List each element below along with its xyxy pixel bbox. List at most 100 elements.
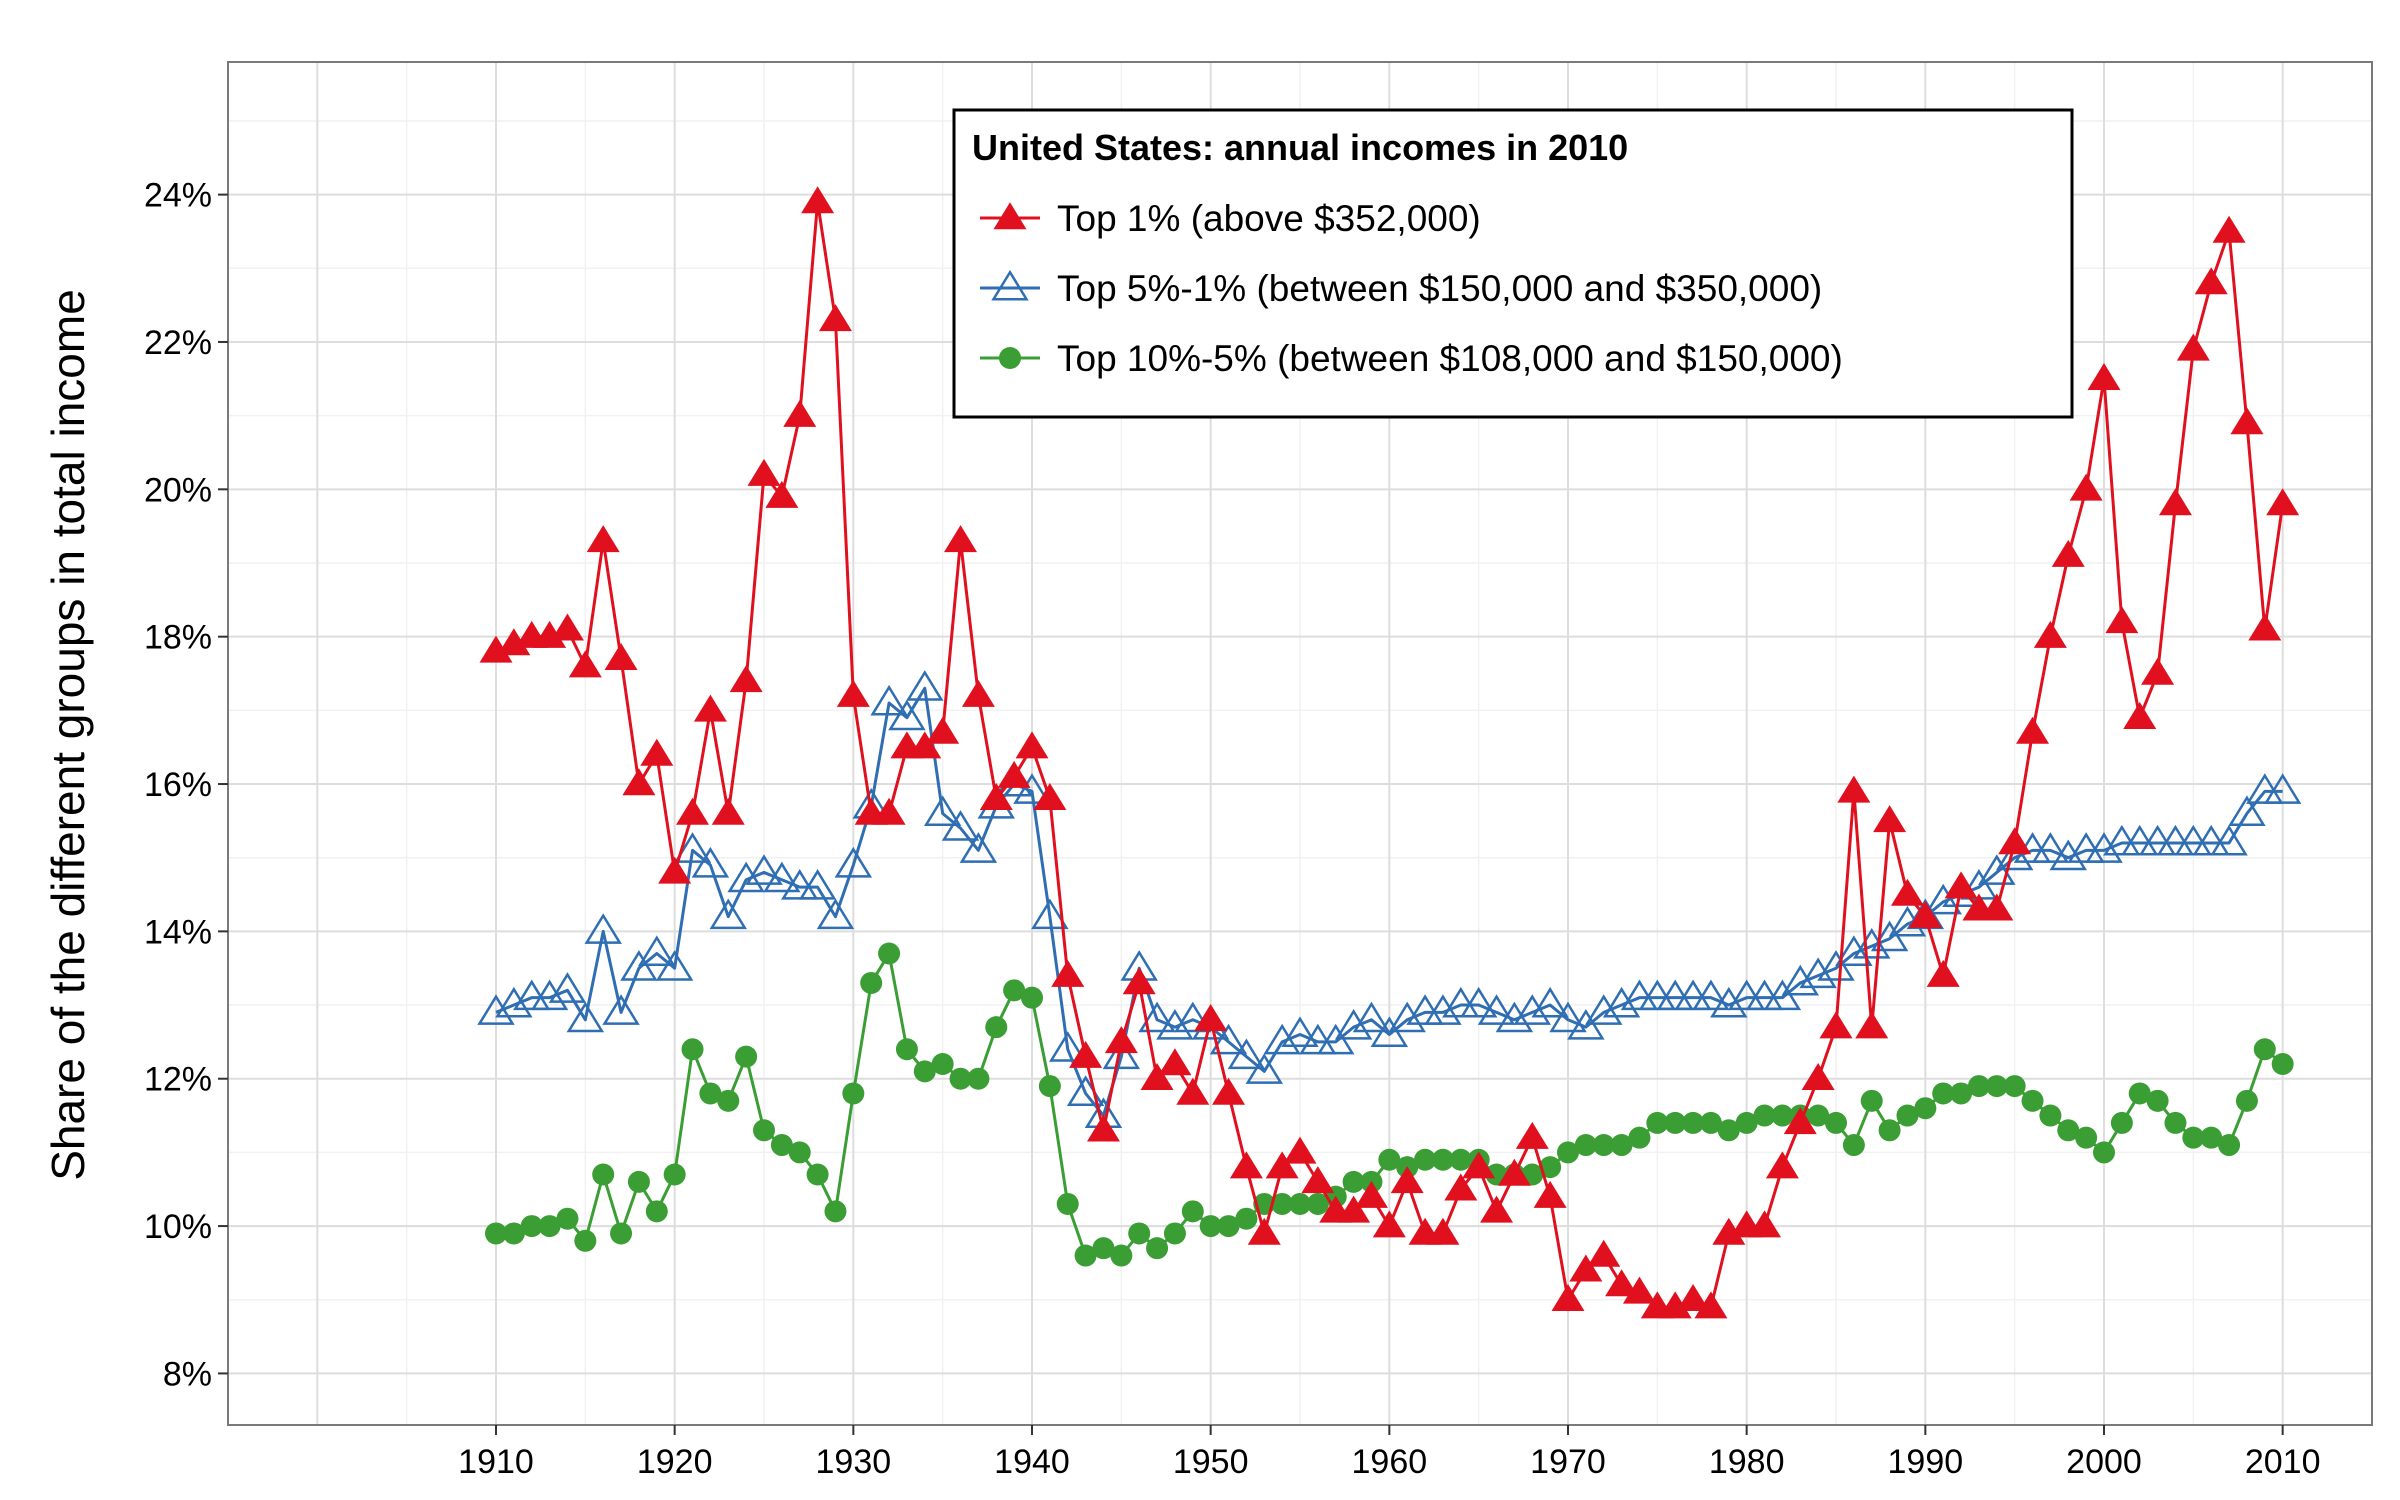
data-point <box>2087 363 2121 391</box>
data-point <box>1146 1237 1169 1260</box>
data-point <box>1605 1269 1639 1297</box>
data-point <box>763 861 801 893</box>
data-point <box>1801 1062 1835 1090</box>
data-point <box>1531 986 1569 1018</box>
data-point <box>1194 1004 1228 1032</box>
data-point <box>753 1119 775 1142</box>
data-point <box>1676 1284 1710 1312</box>
x-tick-label: 1970 <box>1530 1443 1606 1481</box>
data-point <box>747 458 781 486</box>
x-tick-label: 2000 <box>2066 1443 2142 1481</box>
data-point <box>1038 1075 1061 1098</box>
data-point <box>1163 1222 1186 1245</box>
y-tick-label: 14% <box>144 913 212 951</box>
data-point <box>1985 1075 2008 1098</box>
data-point <box>1342 1170 1365 1193</box>
data-point <box>1587 1239 1621 1267</box>
data-point <box>1462 1151 1496 1179</box>
legend-key-marker <box>999 347 1021 369</box>
x-tick-label: 1940 <box>994 1443 1070 1481</box>
data-point <box>979 783 1013 811</box>
data-point <box>1235 1207 1258 1230</box>
data-point <box>926 716 960 744</box>
data-point <box>783 399 817 427</box>
data-point <box>502 1222 525 1245</box>
data-point <box>1480 1195 1514 1223</box>
legend: United States: annual incomes in 2010 To… <box>952 108 2074 419</box>
data-point <box>2031 832 2070 863</box>
data-point <box>1926 959 1960 987</box>
data-point <box>602 994 640 1025</box>
data-point <box>1692 979 1730 1011</box>
data-point <box>1628 1126 1651 1149</box>
data-point <box>834 846 873 878</box>
data-point <box>1646 1111 1669 1134</box>
data-point <box>1873 805 1907 833</box>
data-point <box>1426 1217 1460 1245</box>
data-point <box>2176 333 2210 361</box>
data-point <box>908 731 942 759</box>
data-point <box>1549 1001 1587 1033</box>
legend-key-marker <box>991 269 1029 301</box>
data-point <box>681 1038 704 1061</box>
data-point <box>1110 1244 1133 1267</box>
data-point <box>949 1067 972 1090</box>
data-point <box>2085 832 2123 863</box>
data-point <box>888 699 926 731</box>
data-point <box>818 304 852 332</box>
y-axis-title: Share of the different groups in total i… <box>42 289 94 1181</box>
y-tick-label: 24% <box>144 177 212 215</box>
data-point <box>2263 773 2302 804</box>
data-point <box>1807 1104 1830 1127</box>
x-tick-label: 1930 <box>816 1443 892 1481</box>
series-layer <box>477 186 2302 1319</box>
data-point <box>1229 1151 1263 1179</box>
data-point <box>1819 1011 1853 1039</box>
data-point <box>1227 1038 1266 1070</box>
data-point <box>1569 1254 1603 1282</box>
data-point <box>1557 1141 1579 1164</box>
series-2 <box>477 670 2302 1129</box>
data-point <box>2051 539 2085 567</box>
data-point <box>2141 657 2175 685</box>
data-point <box>1781 964 1819 996</box>
data-point <box>1924 883 1962 915</box>
data-point <box>1539 1156 1562 1179</box>
data-point <box>693 694 727 722</box>
data-point <box>610 1222 633 1245</box>
data-point <box>1533 1180 1567 1208</box>
data-point <box>2033 620 2067 648</box>
data-point <box>2253 1038 2276 1061</box>
data-point <box>627 1170 650 1193</box>
data-point <box>941 810 980 841</box>
data-point <box>2016 716 2050 744</box>
data-point <box>485 1222 507 1245</box>
data-point <box>2003 1075 2026 1098</box>
data-point <box>1104 1026 1138 1054</box>
data-point <box>1247 1217 1281 1245</box>
data-point <box>1015 731 1049 759</box>
data-point <box>1495 1001 1534 1033</box>
data-point <box>985 1016 1008 1039</box>
data-point <box>592 1163 615 1186</box>
legend-title: United States: annual incomes in 2010 <box>972 127 1628 168</box>
data-point <box>2093 1141 2115 1164</box>
data-point <box>1334 1009 1373 1040</box>
data-point <box>1914 1097 1937 1120</box>
data-point <box>961 679 995 707</box>
data-point <box>495 986 533 1018</box>
data-point <box>530 979 569 1011</box>
data-point <box>1574 1134 1597 1157</box>
data-point <box>923 795 962 826</box>
data-point <box>1890 878 1924 906</box>
data-point <box>640 738 674 766</box>
data-point <box>745 854 783 885</box>
data-point <box>568 650 602 678</box>
data-point <box>2210 824 2248 856</box>
y-tick-label: 10% <box>144 1208 212 1246</box>
legend-label: Top 1% (above $352,000) <box>1057 198 1481 239</box>
data-point <box>550 613 584 641</box>
data-point <box>2228 795 2266 826</box>
data-point <box>2105 606 2139 634</box>
y-tick-label: 18% <box>144 619 212 657</box>
